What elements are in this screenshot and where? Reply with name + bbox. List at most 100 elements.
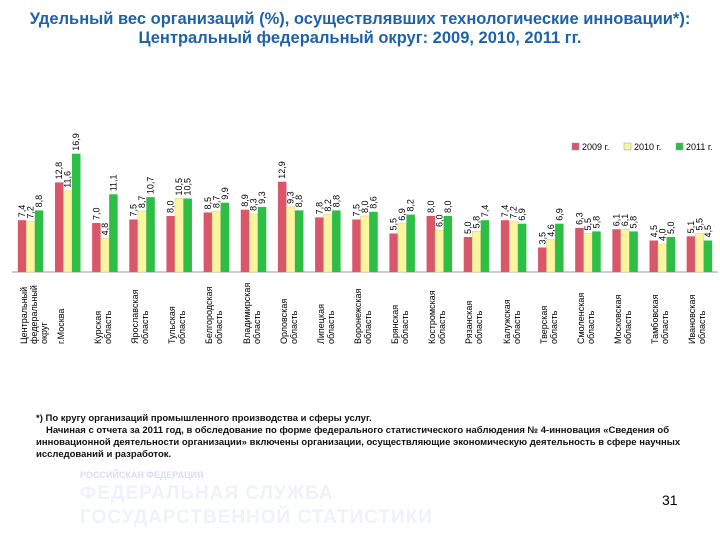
- bar: [612, 229, 621, 272]
- bar: [17, 220, 27, 272]
- value-label: 11,6: [63, 171, 73, 188]
- bar: [109, 194, 118, 272]
- bar: [538, 247, 547, 272]
- value-label: 4,8: [100, 223, 110, 236]
- legend-label: 2010 г.: [634, 142, 661, 152]
- value-label: 5,5: [583, 218, 593, 231]
- bar: [360, 215, 370, 273]
- value-label: 6,9: [397, 208, 407, 221]
- value-label: 7,8: [314, 202, 324, 215]
- bar: [555, 223, 564, 272]
- value-label: 9,9: [220, 187, 230, 200]
- bar: [211, 210, 221, 273]
- value-label: 7,2: [509, 206, 519, 219]
- bar: [240, 209, 250, 272]
- bar: [249, 213, 259, 273]
- x-tick-label: Калужская область: [501, 299, 522, 344]
- bar: [71, 153, 81, 272]
- bar: [257, 206, 267, 272]
- bar: [352, 219, 361, 272]
- bar: [277, 181, 287, 272]
- bar: [389, 233, 398, 272]
- x-tick-label: Смоленская область: [575, 292, 596, 344]
- banner-line: ФЕДЕРАЛЬНАЯ СЛУЖБА: [80, 483, 334, 504]
- legend-swatch: [571, 142, 580, 151]
- value-label: 12,8: [54, 162, 64, 180]
- bar: [517, 223, 527, 272]
- bar: [620, 229, 630, 273]
- value-label: 8,3: [249, 198, 259, 211]
- bar: [174, 198, 184, 273]
- bar: [315, 217, 324, 272]
- x-tick-label: Курская область: [92, 310, 113, 344]
- value-label: 6,3: [574, 212, 584, 225]
- value-label: 8,7: [211, 196, 221, 209]
- value-label: 7,4: [17, 205, 27, 218]
- footnote: *) По кругу организаций промышленного пр…: [36, 413, 696, 461]
- bar: [575, 227, 584, 272]
- value-label: 8,5: [203, 197, 213, 210]
- value-label: 12,9: [277, 161, 287, 179]
- x-tick-label: Рязанская область: [464, 300, 485, 344]
- x-tick-label: Центральный федеральный округ: [18, 285, 49, 344]
- value-label: 7,2: [26, 206, 36, 219]
- bar: [657, 243, 667, 273]
- value-label: 8,8: [331, 195, 341, 208]
- value-label: 8,6: [369, 196, 379, 209]
- x-tick-label: Костромская область: [427, 290, 448, 344]
- x-tick-label: Тульская область: [167, 306, 188, 344]
- bar: [463, 237, 473, 272]
- x-tick-label: Московская область: [613, 294, 634, 344]
- x-tick-label: Ярославская область: [130, 289, 151, 344]
- bar: [129, 219, 138, 272]
- value-label: 4,0: [657, 228, 667, 241]
- value-label: 11,1: [108, 174, 118, 191]
- bar: [26, 221, 36, 273]
- bar: [686, 236, 696, 272]
- banner-country: РОССИЙСКАЯ ФЕДЕРАЦИЯ: [80, 470, 204, 480]
- value-label: 8,0: [426, 200, 436, 213]
- bar: [546, 239, 556, 273]
- value-label: 8,2: [406, 199, 416, 212]
- bar: [166, 216, 175, 272]
- bar: [583, 233, 593, 273]
- value-label: 4,5: [703, 225, 713, 238]
- bar: [332, 210, 341, 272]
- value-label: 16,9: [71, 133, 81, 151]
- value-label: 4,6: [546, 224, 556, 237]
- bar: [480, 220, 490, 272]
- bar: [286, 206, 296, 273]
- value-label: 7,5: [129, 204, 139, 217]
- x-tick-label: Брянская область: [390, 304, 411, 344]
- value-label: 10,5: [174, 178, 184, 196]
- bar: [703, 240, 713, 272]
- value-label: 6,1: [612, 214, 622, 227]
- x-tick-label: Воронежская область: [353, 288, 373, 344]
- x-tick-label: Тамбовская область: [650, 294, 671, 344]
- x-tick-label: Орловская область: [278, 298, 299, 344]
- value-label: 8,0: [360, 200, 370, 213]
- legend-label: 2011 г.: [686, 142, 713, 152]
- value-label: 3,5: [537, 232, 547, 245]
- value-label: 8,9: [240, 194, 250, 207]
- bar: [509, 221, 519, 273]
- value-label: 5,8: [629, 216, 639, 229]
- bar: [649, 240, 659, 272]
- bar: [100, 238, 110, 273]
- value-label: 8,8: [34, 195, 44, 208]
- bar: [434, 229, 444, 273]
- legend-swatch: [623, 142, 632, 151]
- value-label: 8,8: [294, 195, 304, 208]
- bar: [146, 197, 155, 272]
- value-label: 8,2: [323, 199, 333, 212]
- value-label: 8,7: [137, 196, 147, 209]
- bar: [92, 223, 101, 272]
- bar: [137, 210, 147, 273]
- x-tick-label: Ивановская область: [687, 294, 708, 344]
- bar: [500, 220, 510, 272]
- bar: [220, 202, 230, 272]
- value-label: 7,4: [480, 205, 490, 218]
- value-label: 9,3: [286, 191, 296, 204]
- bar: [54, 182, 64, 272]
